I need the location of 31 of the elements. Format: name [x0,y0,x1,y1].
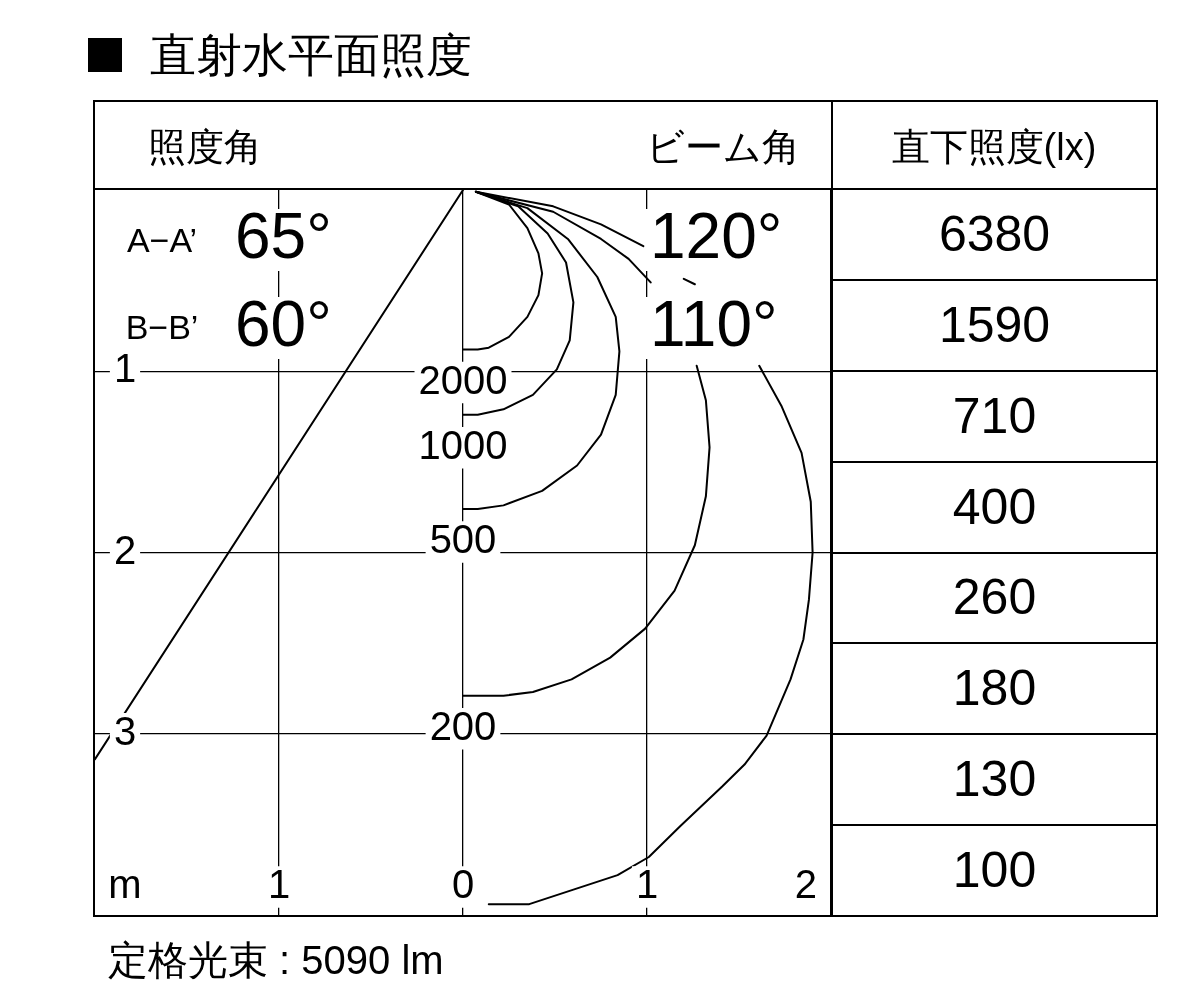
annotation: 65° [235,199,332,272]
annotation: 110° [650,287,778,360]
data-label: 260 [952,569,1037,626]
y-tick-label: 3 [113,708,137,753]
series-label: 500 [429,517,497,562]
chart-title: 直射水平面照度 [150,28,472,81]
data-label: 710 [952,387,1037,444]
y-tick-label: 1 [113,346,137,391]
data-label: 100 [952,842,1037,899]
text: 直下照度(lx) [891,126,1097,169]
annotation: 120° [650,199,783,272]
y-tick-label: 2 [113,527,137,572]
data-label: 400 [952,478,1037,535]
annotation: 60° [235,287,332,360]
x-tick-label: 1 [267,862,291,907]
series-label: 200 [429,703,497,748]
data-label: 6380 [938,205,1051,262]
x-axis-title: m [108,862,142,907]
text: 定格光束 : 5090 lm [108,938,444,982]
x-tick-label: 1 [635,862,659,907]
series-label: 1000 [418,422,508,467]
text: 照度角 [148,126,262,169]
x-tick-label: 2 [794,862,817,907]
data-label: 130 [952,751,1037,808]
x-tick-label: 0 [451,862,475,907]
annotation: A−A’ [126,221,198,260]
data-label: 180 [952,660,1037,717]
text: ビーム角 [646,126,800,169]
series-label: 2000 [418,357,508,402]
data-label: 1590 [938,296,1051,353]
annotation: B−B’ [125,308,199,347]
